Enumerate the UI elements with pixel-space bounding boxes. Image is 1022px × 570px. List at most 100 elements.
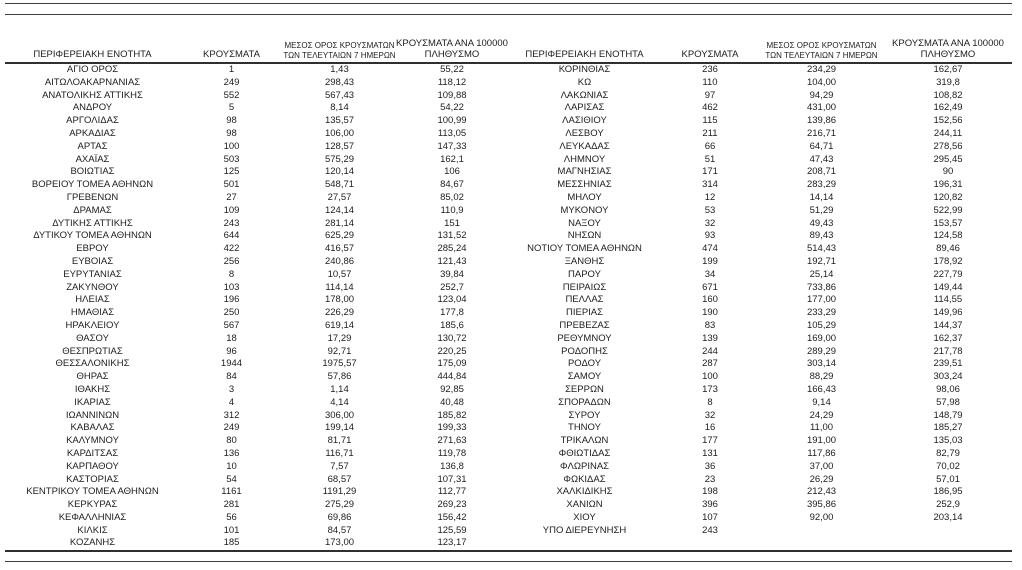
cases-cell: 671 [702, 281, 718, 293]
header-region-right: ΠΕΡΙΦΕΡΕΙΑΚΗ ΕΝΟΤΗΤΑ [508, 28, 661, 64]
avg7-cell: 135,57 [324, 115, 355, 127]
region-cell: ΛΕΥΚΑΔΑΣ [559, 140, 610, 152]
avg7-cell: 306,00 [324, 409, 355, 421]
avg7-cell: 431,00 [806, 102, 837, 114]
table-row: ΑΙΤΩΛΟΑΚΑΡΝΑΝΙΑΣ 249 298,43 118,12 ΚΩ 110 104,… [5, 77, 1012, 90]
avg7-cell: 4,14 [330, 396, 349, 408]
per100k-cell: 125,59 [437, 524, 467, 536]
cases-cell: 54 [226, 473, 237, 485]
table-row: ΒΟΡΕΙΟΥ ΤΟΜΕΑ ΑΘΗΝΩΝ 501 548,71 84,67 ΜΕΣΣΗΝ… [5, 179, 1012, 192]
cases-cell: 97 [704, 89, 716, 101]
per100k-cell: 121,43 [437, 255, 467, 267]
cases-cell: 8 [228, 268, 235, 280]
per100k-cell: 162,67 [933, 64, 963, 75]
per100k-cell: 90 [942, 166, 954, 178]
avg7-cell: 14,14 [809, 191, 834, 203]
region-cell: ΚΑΒΑΛΑΣ [70, 422, 115, 434]
cases-cell: 474 [702, 243, 718, 255]
cases-cell: 96 [226, 345, 237, 357]
avg7-cell: 191,00 [806, 435, 837, 447]
region-cell: ΑΝΑΤΟΛΙΚΗΣ ΑΤΤΙΚΗΣ [42, 89, 143, 101]
region-cell: ΚΕΦΑΛΛΗΝΙΑΣ [58, 511, 127, 523]
cases-cell: 314 [702, 179, 718, 191]
header-line: ΤΩΝ ΤΕΛΕΥΤΑΙΩΝ 7 ΗΜΕΡΩΝ [765, 50, 878, 60]
region-cell: ΠΡΕΒΕΖΑΣ [559, 319, 610, 331]
avg7-cell: 128,57 [324, 140, 355, 152]
per100k-cell: 252,9 [936, 499, 960, 511]
per100k-cell: 118,12 [437, 76, 467, 88]
cases-cell: 98 [226, 115, 237, 127]
per100k-cell: 149,96 [933, 307, 963, 319]
per100k-cell: 107,31 [437, 473, 467, 485]
cases-cell: 80 [226, 435, 237, 447]
region-cell: ΛΑΡΙΣΑΣ [564, 102, 605, 114]
per100k-cell: 178,92 [933, 255, 963, 267]
region-cell: ΘΗΡΑΣ [76, 371, 109, 383]
region-cell: ΒΟΡΕΙΟΥ ΤΟΜΕΑ ΑΘΗΝΩΝ [31, 179, 154, 191]
per100k-cell: 252,7 [440, 281, 464, 293]
per100k-cell: 220,25 [437, 345, 467, 357]
cases-cell: 56 [226, 511, 237, 523]
cases-cell: 103 [223, 281, 240, 293]
avg7-cell: 47,43 [809, 153, 834, 165]
avg7-cell: 233,29 [806, 307, 837, 319]
top-rule-1 [5, 3, 1012, 4]
region-cell: ΚΑΡΔΙΤΣΑΣ [66, 447, 119, 459]
region-cell: ΜΕΣΣΗΝΙΑΣ [557, 179, 612, 191]
region-cell: ΡΕΘΥΜΝΟΥ [557, 332, 612, 344]
cases-cell: 501 [223, 179, 240, 191]
avg7-cell: 92,71 [327, 345, 352, 357]
per100k-cell: 40,48 [440, 396, 464, 408]
region-cell: ΝΗΣΩΝ [567, 230, 602, 242]
table-row: ΓΡΕΒΕΝΩΝ 27 27,57 85,02 ΜΗΛΟΥ 12 14,14 120,82 [5, 192, 1012, 205]
cases-cell: 196 [223, 294, 240, 306]
region-cell: ΓΡΕΒΕΝΩΝ [66, 191, 119, 203]
per100k-cell: 522,99 [933, 204, 963, 216]
avg7-cell: 303,14 [806, 358, 837, 370]
avg7-cell: 68,57 [327, 473, 352, 485]
table-row: ΔΥΤΙΚΟΥ ΤΟΜΕΑ ΑΘΗΝΩΝ 644 625,29 131,52 ΝΗΣΩΝ… [5, 230, 1012, 243]
region-cell: ΠΙΕΡΙΑΣ [565, 307, 604, 319]
cases-cell: 115 [702, 115, 718, 127]
avg7-cell: 416,57 [324, 243, 355, 255]
region-cell: ΚΑΣΤΟΡΙΑΣ [66, 473, 119, 485]
region-cell: ΠΕΙΡΑΙΩΣ [562, 281, 607, 293]
table-row: ΚΙΛΚΙΣ 101 84,57 125,59 ΥΠΟ ΔΙΕΡΕΥΝΗΣΗ 243 [5, 525, 1012, 538]
region-cell: ΝΑΞΟΥ [568, 217, 601, 229]
per100k-cell: 151 [444, 217, 460, 229]
per100k-cell: 39,84 [440, 268, 464, 280]
avg7-cell: 105,29 [806, 319, 837, 331]
per100k-cell: 239,51 [933, 358, 963, 370]
table-row: ΑΓΙΟ ΟΡΟΣ 1 1,43 55,22 ΚΟΡΙΝΘΙΑΣ 236 234,29 162… [5, 63, 1012, 77]
region-cell: ΚΙΛΚΙΣ [77, 524, 108, 536]
cases-cell: 125 [223, 166, 240, 178]
cases-cell: 32 [704, 409, 716, 421]
per100k-cell: 148,79 [933, 409, 963, 421]
region-cell: ΑΡΤΑΣ [77, 140, 108, 152]
region-cell: ΒΟΙΩΤΙΑΣ [70, 166, 115, 178]
cases-cell: 110 [702, 76, 718, 88]
avg7-cell: 298,43 [324, 76, 355, 88]
avg7-cell: 226,29 [324, 307, 355, 319]
per100k-cell: 244,11 [933, 127, 963, 139]
table-row: ΚΑΛΥΜΝΟΥ 80 81,71 271,63 ΤΡΙΚΑΛΩΝ 177 191,00 13… [5, 435, 1012, 448]
avg7-cell: 395,86 [806, 499, 837, 511]
cases-cell: 422 [223, 243, 240, 255]
per100k-cell: 113,05 [437, 127, 467, 139]
per100k-cell: 199,33 [437, 422, 467, 434]
region-cell: ΥΠΟ ΔΙΕΡΕΥΝΗΣΗ [542, 524, 627, 536]
per100k-cell: 203,14 [933, 511, 963, 523]
table-row: ΑΝΑΤΟΛΙΚΗΣ ΑΤΤΙΚΗΣ 552 567,43 109,88 ΛΑΚΩΝΙΑ… [5, 90, 1012, 103]
cases-cell: 185 [180, 537, 283, 553]
cases-by-region-table: ΠΕΡΙΦΕΡΕΙΑΚΗ ΕΝΟΤΗΤΑ ΚΡΟΥΣΜΑΤΑ ΜΕΣΟΣ ΟΡΟ… [5, 28, 1012, 553]
region-cell: ΣΥΡΟΥ [568, 409, 601, 421]
table-row: ΘΕΣΣΑΛΟΝΙΚΗΣ 1944 1975,57 175,09 ΡΟΔΟΥ 287 303… [5, 358, 1012, 371]
region-cell: ΧΙΟΥ [573, 511, 596, 523]
region-cell: ΡΟΔΟΥ [567, 358, 602, 370]
avg7-cell: 81,71 [327, 435, 352, 447]
table-row: ΑΡΚΑΔΙΑΣ 98 106,00 113,05 ΛΕΣΒΟΥ 211 216,71 244… [5, 128, 1012, 141]
region-cell: ΔΥΤΙΚΟΥ ΤΟΜΕΑ ΑΘΗΝΩΝ [33, 230, 152, 242]
avg7-cell: 1,43 [330, 64, 349, 75]
per100k-cell: 196,31 [933, 179, 963, 191]
per100k-cell: 112,77 [437, 486, 467, 498]
